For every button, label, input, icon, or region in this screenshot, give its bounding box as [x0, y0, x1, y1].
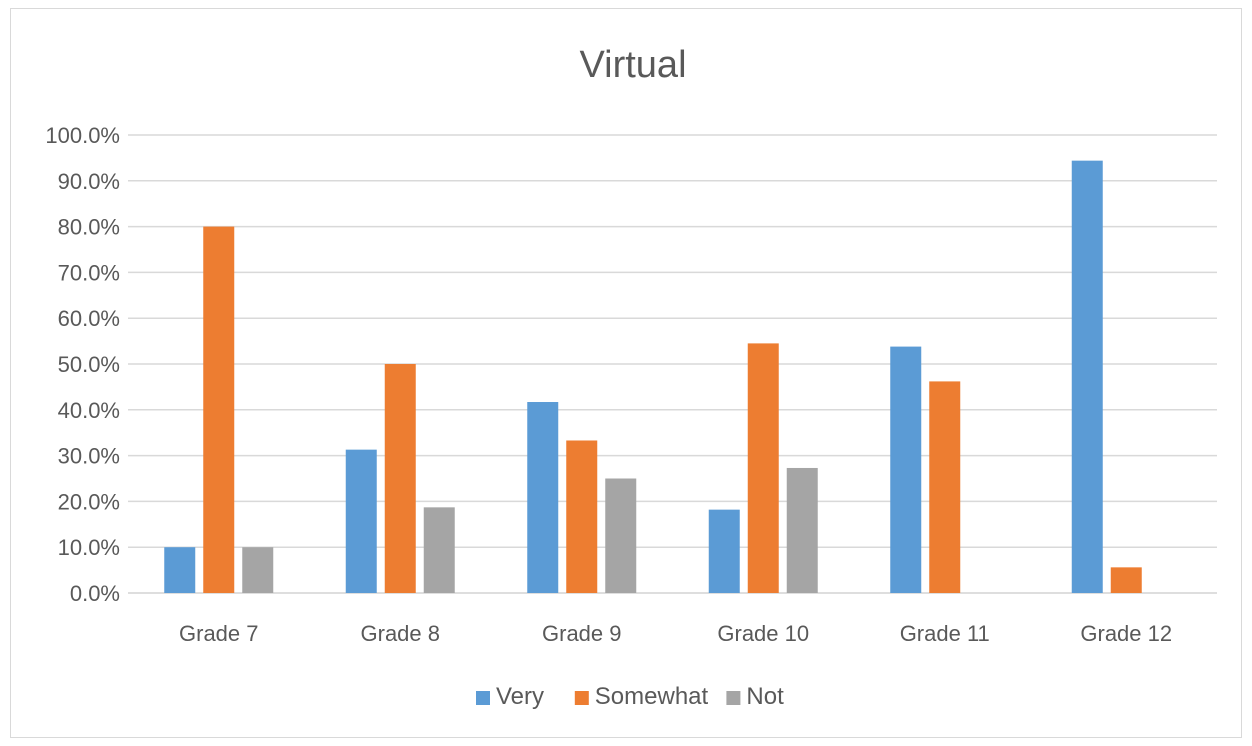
x-category-label: Grade 9	[542, 621, 622, 646]
bar-somewhat-grade-11	[929, 381, 961, 593]
bar-very-grade-8	[345, 449, 377, 593]
gridlines	[128, 134, 1217, 594]
y-tick-label: 20.0%	[58, 489, 120, 514]
legend-swatch-somewhat	[574, 691, 589, 705]
bar-somewhat-grade-10	[747, 343, 779, 593]
y-tick-label: 100.0%	[45, 123, 120, 148]
bar-very-grade-7	[164, 547, 196, 593]
y-tick-label: 0.0%	[70, 581, 120, 606]
bar-somewhat-grade-9	[566, 440, 598, 593]
y-tick-label: 80.0%	[58, 215, 120, 240]
y-axis-ticks: 0.0% 10.0% 20.0% 30.0% 40.0% 50.0% 60.0% 70.0% 8…	[45, 123, 120, 606]
x-category-label: Grade 10	[717, 621, 809, 646]
y-tick-label: 40.0%	[58, 398, 120, 423]
legend-label-very: Very	[496, 683, 544, 710]
x-category-label: Grade 12	[1080, 621, 1172, 646]
bar-somewhat-grade-8	[384, 364, 416, 593]
legend-label-not: Not	[746, 683, 784, 710]
y-tick-label: 90.0%	[58, 169, 120, 194]
y-tick-label: 30.0%	[58, 444, 120, 469]
legend-label-somewhat: Somewhat	[595, 683, 709, 710]
chart-title: Virtual	[579, 44, 686, 86]
legend-swatch-very	[476, 691, 490, 705]
x-category-label: Grade 8	[361, 621, 441, 646]
bars	[164, 160, 1142, 593]
y-tick-label: 50.0%	[58, 352, 120, 377]
bar-not-grade-10	[786, 467, 818, 593]
x-axis-categories: Grade 7 Grade 8 Grade 9 Grade 10 Grade 11 Gra…	[179, 621, 1172, 646]
y-tick-label: 70.0%	[58, 260, 120, 285]
bar-very-grade-12	[1071, 160, 1103, 593]
bar-not-grade-7	[242, 547, 274, 593]
bar-not-grade-8	[423, 507, 455, 593]
y-tick-label: 60.0%	[58, 306, 120, 331]
x-category-label: Grade 7	[179, 621, 259, 646]
x-category-label: Grade 11	[900, 621, 990, 646]
bar-very-grade-9	[527, 402, 559, 593]
bar-very-grade-10	[708, 509, 740, 593]
bar-somewhat-grade-7	[203, 226, 235, 593]
y-tick-label: 10.0%	[58, 535, 120, 560]
bar-very-grade-11	[890, 346, 922, 593]
bar-somewhat-grade-12	[1110, 567, 1142, 593]
legend: Very Somewhat Not	[476, 683, 784, 710]
bar-not-grade-9	[605, 478, 637, 593]
legend-swatch-not	[726, 691, 741, 705]
